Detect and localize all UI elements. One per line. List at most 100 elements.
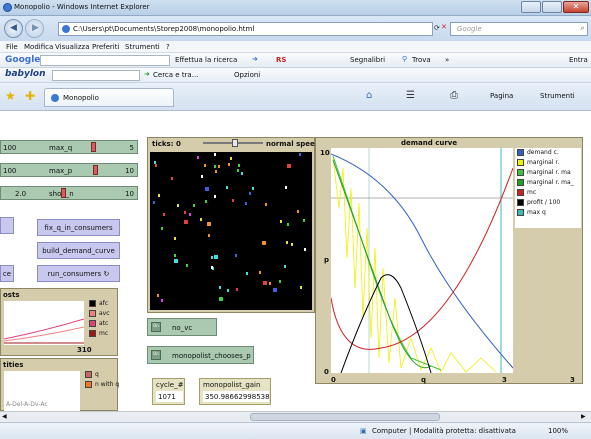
add-favorite-icon[interactable]: ✚ [25, 89, 36, 103]
agent [186, 264, 188, 267]
agent [226, 186, 228, 189]
scroll-right-icon[interactable]: ▶ [581, 413, 586, 420]
close-button[interactable]: ✕ [563, 1, 589, 13]
switch-on: On [153, 323, 159, 328]
partial-button[interactable] [0, 217, 14, 234]
menu-modifica[interactable]: Modifica [24, 43, 54, 51]
agent [184, 220, 188, 224]
legend-swatch [89, 310, 96, 317]
build-demand-button[interactable]: build_demand_curve [37, 242, 120, 259]
page-menu[interactable]: Pagina [490, 92, 514, 100]
agent [287, 223, 289, 226]
babylon-toolbar: babylon ➜ Cerca e tra... Opzioni [0, 68, 591, 83]
costs-curves [3, 318, 85, 344]
babylon-logo: babylon [5, 69, 46, 79]
ticks-label: ticks: 0 [152, 140, 181, 148]
agent [205, 187, 209, 191]
x-min-label: 0 [331, 376, 336, 384]
babylon-options-button[interactable]: Opzioni [234, 71, 261, 79]
legend-label: n with q [95, 381, 120, 388]
world-canvas[interactable] [150, 152, 312, 310]
demand-legend: demand c. marginal r. marginal r. ma margin… [515, 148, 581, 228]
toolbar-more[interactable]: » [445, 56, 450, 64]
agent [262, 241, 266, 245]
avc-line [3, 326, 85, 342]
print-icon[interactable]: ⎙ [450, 90, 458, 101]
google-search-button[interactable]: Effettua la ricerca [175, 56, 238, 64]
menu-strumenti[interactable]: Strumenti [125, 43, 160, 51]
legend-label: atc [99, 320, 109, 327]
legend-swatch [517, 169, 524, 176]
agent [155, 164, 157, 167]
slider-knob[interactable] [61, 188, 66, 198]
stop-icon[interactable]: ✕ [441, 23, 447, 31]
menu-visualizza[interactable]: Visualizza [55, 43, 90, 51]
menu-file[interactable]: File [6, 43, 18, 51]
google-signin[interactable]: Entra [569, 56, 588, 64]
y-max-label: 10 [320, 149, 330, 157]
search-input[interactable]: Google ⌕ [450, 22, 588, 36]
no-vc-switch[interactable]: On no_vc [147, 318, 217, 336]
home-icon[interactable]: ⌂ [366, 90, 373, 101]
slider-knob[interactable] [93, 165, 98, 175]
google-find-button[interactable]: Trova [412, 56, 431, 64]
agent [263, 281, 267, 285]
menu-help[interactable]: ? [166, 43, 170, 51]
menu-preferiti[interactable]: Preferiti [92, 43, 120, 51]
babylon-search-button[interactable]: Cerca e tra... [153, 71, 199, 79]
shop-n-slider[interactable]: 2.0 shop_n 10 [0, 186, 138, 200]
profit-line [340, 274, 432, 374]
agents-layer [153, 153, 306, 302]
speed-knob[interactable] [232, 139, 238, 147]
agent [304, 248, 306, 251]
monopolist-chooses-p-switch[interactable]: On monopolist_chooses_p [147, 346, 254, 364]
legend-label: avc [99, 310, 110, 317]
max-q-slider[interactable]: 100 max_q 5 [0, 140, 138, 154]
costs-x-value: 310 [77, 346, 92, 354]
agent [291, 243, 293, 246]
agent [193, 204, 195, 207]
scroll-left-icon[interactable]: ◀ [2, 413, 7, 420]
tools-menu[interactable]: Strumenti [540, 92, 575, 100]
partial-ce-button[interactable]: ce [0, 265, 14, 282]
refresh-icon[interactable]: ⟳ [434, 24, 440, 32]
run-consumers-label: run_consumers [47, 270, 102, 278]
forward-button[interactable]: ▶ [25, 19, 44, 38]
go-icon[interactable]: ➜ [252, 55, 258, 63]
legend-swatch [517, 189, 524, 196]
agent [214, 165, 216, 168]
legend-swatch [89, 330, 96, 337]
y-min-label: 0 [324, 368, 329, 376]
run-consumers-button[interactable]: run_consumers ↻ [37, 265, 120, 282]
status-bar: ▣ Computer | Modalità protetta: disattiv… [0, 422, 591, 439]
legend-label: profit / 100 [527, 199, 561, 206]
search-icon[interactable]: ⌕ [580, 24, 584, 32]
marginal-r-line [332, 157, 497, 373]
x-max-label: 3 [570, 376, 575, 384]
babylon-search-input[interactable] [52, 70, 140, 81]
maximize-button[interactable] [542, 1, 562, 13]
horizontal-scrollbar[interactable]: ◀ ▶ [0, 411, 591, 422]
google-search-input[interactable] [40, 55, 170, 66]
legend-swatch [517, 199, 524, 206]
zoom-level[interactable]: 100% [548, 427, 569, 435]
address-field[interactable]: C:\Users\pt\Documents\Storep2008\monopol… [58, 22, 433, 36]
google-bookmarks-button[interactable]: Segnalibri [350, 56, 386, 64]
agent [237, 169, 239, 172]
quantities-plot-title: tities [3, 361, 24, 369]
demand-plot-area [330, 148, 514, 374]
scroll-thumb[interactable] [250, 413, 440, 421]
switch-toggle[interactable]: On [151, 350, 161, 360]
slider-knob[interactable] [91, 142, 96, 152]
tab-monopolio[interactable]: Monopolio [44, 88, 174, 107]
max-p-slider[interactable]: 100 max_p 10 [0, 163, 138, 177]
fix-q-button[interactable]: fix_q_in_consumers [37, 219, 120, 236]
minimize-button[interactable] [521, 1, 541, 13]
switch-toggle[interactable]: On [151, 322, 161, 332]
back-button[interactable]: ◀ [4, 19, 23, 38]
favorites-star-icon[interactable]: ★ [5, 89, 16, 103]
monitor-label: cycle_# [156, 381, 184, 389]
google-rs-button[interactable]: RS [276, 56, 287, 64]
agent [269, 282, 271, 285]
rss-icon[interactable]: ☰ [406, 90, 415, 101]
